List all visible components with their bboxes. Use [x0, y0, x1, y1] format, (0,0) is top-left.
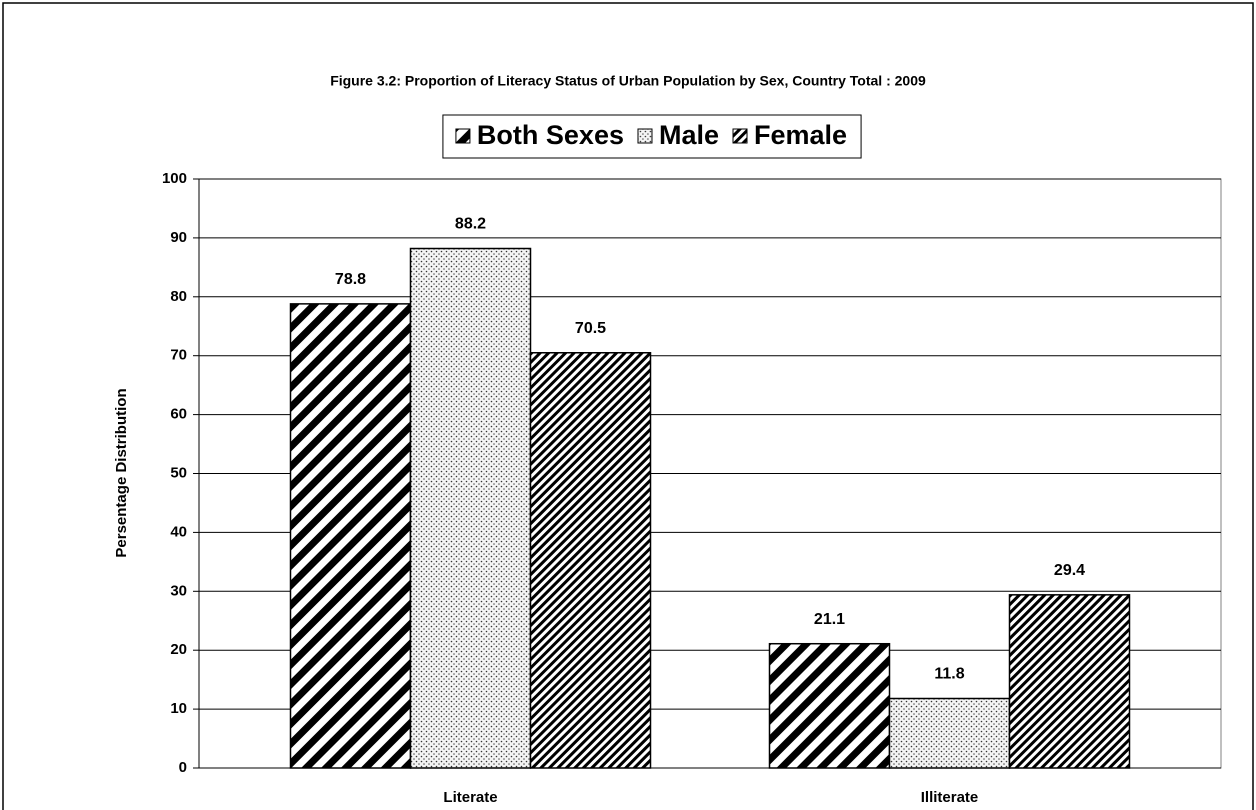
bar: [888, 697, 1011, 769]
legend: Both Sexes Male Female: [442, 114, 862, 159]
data-label: 70.5: [575, 320, 606, 337]
chart-title: Figure 3.2: Proportion of Literacy Statu…: [330, 73, 926, 89]
data-label: 11.8: [934, 666, 964, 683]
y-tick-label: 40: [170, 523, 187, 540]
legend-swatch: [455, 128, 471, 144]
legend-label: Both Sexes: [477, 120, 624, 150]
y-tick-label: 70: [170, 347, 187, 364]
bar: [529, 352, 652, 769]
y-tick-label: 60: [170, 406, 187, 423]
data-label: 29.4: [1054, 562, 1085, 579]
x-tick-label: Literate: [443, 789, 497, 806]
y-tick-label: 30: [170, 582, 187, 599]
bar: [1008, 594, 1131, 769]
legend-label: Female: [754, 120, 847, 150]
y-tick-label: 90: [170, 229, 187, 246]
y-tick-label: 50: [170, 464, 187, 481]
y-axis-label: Persentage Distribution: [113, 388, 130, 557]
legend-swatch: [732, 128, 748, 144]
bar: [409, 247, 532, 769]
y-tick-label: 80: [170, 288, 187, 305]
y-tick-label: 100: [162, 170, 187, 187]
data-label: 21.1: [814, 611, 845, 628]
x-tick-label: Illiterate: [921, 789, 979, 806]
legend-label: Male: [659, 120, 719, 150]
y-tick-label: 0: [179, 759, 187, 776]
bar: [768, 642, 891, 769]
data-label: 78.8: [335, 271, 366, 288]
legend-swatch: [637, 128, 653, 144]
bar: [289, 303, 412, 769]
y-tick-label: 10: [170, 700, 187, 717]
y-tick-label: 20: [170, 641, 187, 658]
data-label: 88.2: [455, 216, 486, 233]
